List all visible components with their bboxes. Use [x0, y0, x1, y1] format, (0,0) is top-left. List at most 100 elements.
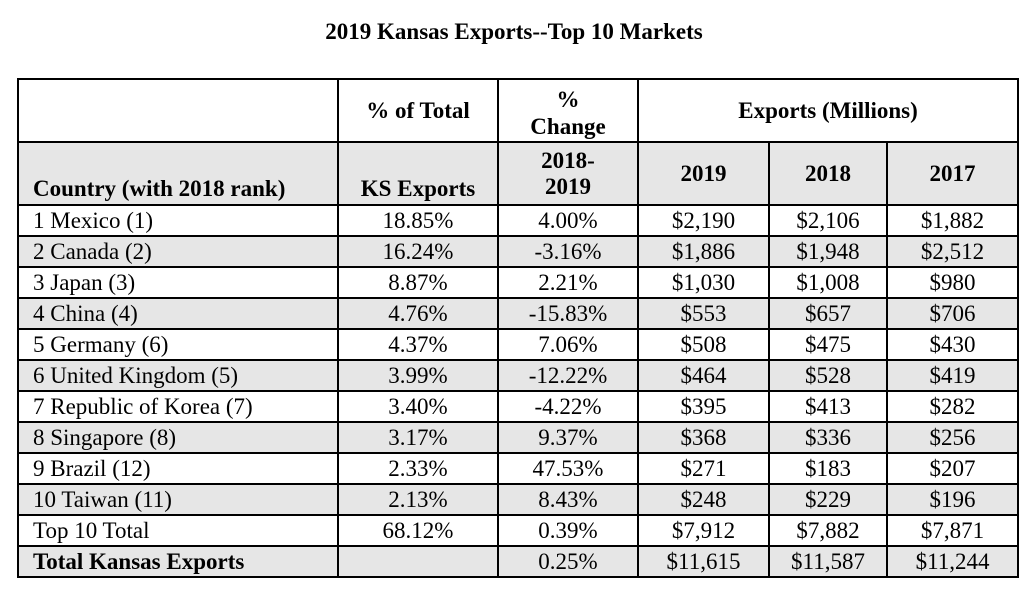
pct-change-cell: 0.25%	[497, 545, 639, 578]
year-2019-header: 2019	[637, 141, 770, 206]
table-row: 9 Brazil (12) 2.33% 47.53% $271 $183 $20…	[17, 452, 1020, 485]
pct-total-cell: 3.17%	[337, 421, 499, 454]
pct-change-cell: 47.53%	[497, 452, 639, 485]
pct-change-cell: -15.83%	[497, 297, 639, 330]
pct-total-cell: 3.99%	[337, 359, 499, 392]
pct-total-cell: 4.37%	[337, 328, 499, 361]
pct-total-cell: 68.12%	[337, 514, 499, 547]
pct-change-cell: 4.00%	[497, 204, 639, 237]
year-2017-header: 2017	[885, 141, 1020, 206]
year-2018-header: 2018	[768, 141, 888, 206]
exports-2018-cell: $11,587	[768, 545, 888, 578]
table-row: 10 Taiwan (11) 2.13% 8.43% $248 $229 $19…	[17, 483, 1020, 516]
country-cell: 6 United Kingdom (5)	[17, 359, 339, 392]
country-cell: 10 Taiwan (11)	[17, 483, 339, 516]
country-cell: 7 Republic of Korea (7)	[17, 390, 339, 423]
table-row: 2 Canada (2) 16.24% -3.16% $1,886 $1,948…	[17, 235, 1020, 268]
header-row-top: % of Total % Change Exports (Millions)	[17, 78, 1020, 143]
country-column-header: Country (with 2018 rank)	[17, 141, 339, 206]
pct-change-cell: 0.39%	[497, 514, 639, 547]
table-row: 3 Japan (3) 8.87% 2.21% $1,030 $1,008 $9…	[17, 266, 1020, 299]
pct-change-cell: 7.06%	[497, 328, 639, 361]
exports-2018-cell: $413	[768, 390, 888, 423]
exports-2017-cell: $980	[885, 266, 1020, 299]
exports-2018-cell: $1,008	[768, 266, 888, 299]
exports-2019-cell: $1,030	[637, 266, 770, 299]
pct-total-header: % of Total	[337, 78, 499, 143]
exports-2018-cell: $229	[768, 483, 888, 516]
country-cell: Total Kansas Exports	[17, 545, 339, 578]
pct-total-cell: 4.76%	[337, 297, 499, 330]
pct-change-cell: -3.16%	[497, 235, 639, 268]
exports-2017-cell: $256	[885, 421, 1020, 454]
header-row-bottom: Country (with 2018 rank) KS Exports 2018…	[17, 141, 1020, 206]
country-cell: 8 Singapore (8)	[17, 421, 339, 454]
header-corner-cell	[17, 78, 339, 143]
change-label: Change	[530, 114, 606, 139]
top-10-total-row: Top 10 Total 68.12% 0.39% $7,912 $7,882 …	[17, 514, 1020, 547]
exports-2019-cell: $464	[637, 359, 770, 392]
country-cell: 2 Canada (2)	[17, 235, 339, 268]
table-row: 7 Republic of Korea (7) 3.40% -4.22% $39…	[17, 390, 1020, 423]
exports-2019-cell: $553	[637, 297, 770, 330]
pct-total-cell	[337, 545, 499, 578]
exports-2017-cell: $1,882	[885, 204, 1020, 237]
pct-change-header: % Change	[497, 78, 639, 143]
pct-change-cell: -12.22%	[497, 359, 639, 392]
period-column-header: 2018- 2019	[497, 141, 639, 206]
pct-total-cell: 2.33%	[337, 452, 499, 485]
exports-2019-cell: $11,615	[637, 545, 770, 578]
exports-2017-cell: $11,244	[885, 545, 1020, 578]
pct-change-cell: -4.22%	[497, 390, 639, 423]
table-row: 8 Singapore (8) 3.17% 9.37% $368 $336 $2…	[17, 421, 1020, 454]
exports-2018-cell: $183	[768, 452, 888, 485]
pct-total-cell: 18.85%	[337, 204, 499, 237]
exports-2018-cell: $1,948	[768, 235, 888, 268]
ks-exports-column-header: KS Exports	[337, 141, 499, 206]
exports-2018-cell: $528	[768, 359, 888, 392]
exports-2017-cell: $282	[885, 390, 1020, 423]
exports-2017-cell: $196	[885, 483, 1020, 516]
pct-change-cell: 8.43%	[497, 483, 639, 516]
exports-2019-cell: $368	[637, 421, 770, 454]
exports-table: % of Total % Change Exports (Millions) C…	[17, 78, 1020, 578]
exports-2019-cell: $1,886	[637, 235, 770, 268]
country-cell: 3 Japan (3)	[17, 266, 339, 299]
exports-2019-cell: $2,190	[637, 204, 770, 237]
exports-2017-cell: $2,512	[885, 235, 1020, 268]
exports-2017-cell: $207	[885, 452, 1020, 485]
exports-2019-cell: $395	[637, 390, 770, 423]
exports-2018-cell: $336	[768, 421, 888, 454]
pct-change-cell: 9.37%	[497, 421, 639, 454]
exports-2019-cell: $7,912	[637, 514, 770, 547]
exports-2017-cell: $706	[885, 297, 1020, 330]
exports-2017-cell: $419	[885, 359, 1020, 392]
pct-total-cell: 3.40%	[337, 390, 499, 423]
period-line-1: 2018-	[541, 147, 595, 173]
table-row: 4 China (4) 4.76% -15.83% $553 $657 $706	[17, 297, 1020, 330]
pct-total-cell: 16.24%	[337, 235, 499, 268]
pct-total-cell: 2.13%	[337, 483, 499, 516]
country-cell: Top 10 Total	[17, 514, 339, 547]
exports-2018-cell: $7,882	[768, 514, 888, 547]
country-cell: 5 Germany (6)	[17, 328, 339, 361]
exports-millions-header: Exports (Millions)	[636, 78, 1020, 143]
table-row: 1 Mexico (1) 18.85% 4.00% $2,190 $2,106 …	[17, 204, 1020, 237]
country-cell: 4 China (4)	[17, 297, 339, 330]
table-row: 5 Germany (6) 4.37% 7.06% $508 $475 $430	[17, 328, 1020, 361]
pct-total-cell: 8.87%	[337, 266, 499, 299]
country-cell: 9 Brazil (12)	[17, 452, 339, 485]
exports-2017-cell: $7,871	[885, 514, 1020, 547]
pct-change-cell: 2.21%	[497, 266, 639, 299]
country-cell: 1 Mexico (1)	[17, 204, 339, 237]
exports-2019-cell: $271	[637, 452, 770, 485]
exports-2018-cell: $2,106	[768, 204, 888, 237]
page-title: 2019 Kansas Exports--Top 10 Markets	[325, 19, 703, 44]
exports-2017-cell: $430	[885, 328, 1020, 361]
period-line-2: 2019	[545, 173, 591, 199]
pct-symbol-label: %	[556, 87, 580, 112]
exports-2019-cell: $248	[637, 483, 770, 516]
exports-2018-cell: $657	[768, 297, 888, 330]
total-kansas-exports-row: Total Kansas Exports 0.25% $11,615 $11,5…	[17, 545, 1020, 578]
table-row: 6 United Kingdom (5) 3.99% -12.22% $464 …	[17, 359, 1020, 392]
